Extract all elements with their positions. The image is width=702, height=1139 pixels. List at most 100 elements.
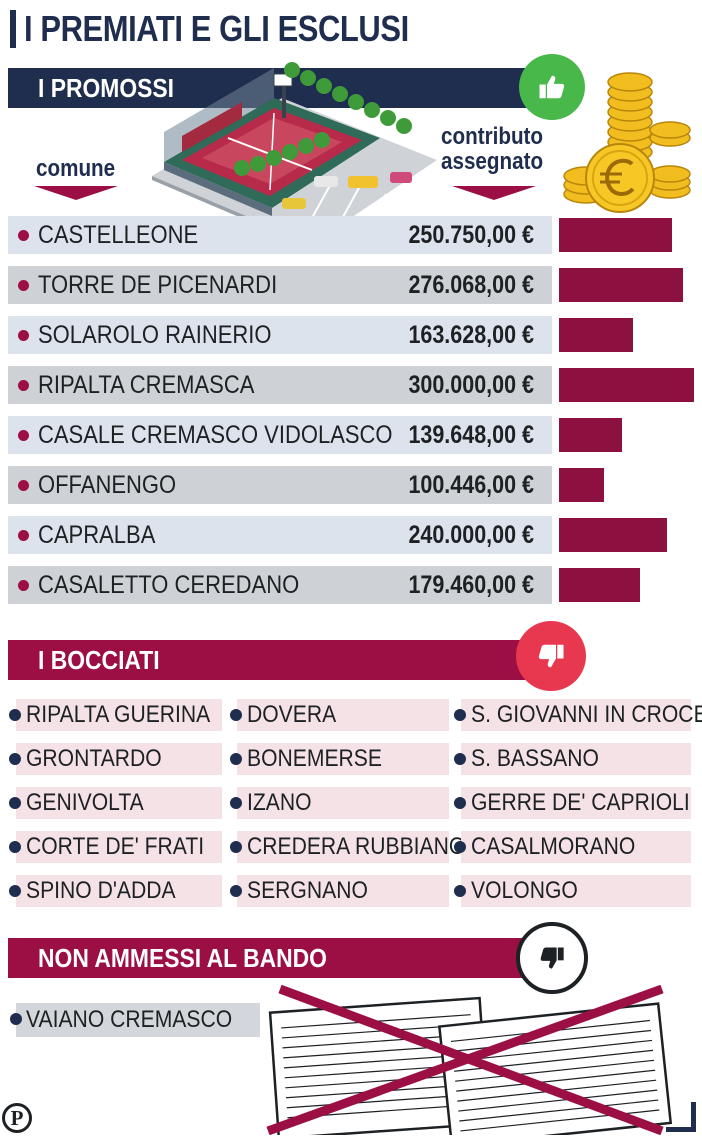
bocciati-name: SERGNANO xyxy=(247,877,368,904)
bullet-dot xyxy=(18,530,29,541)
bullet-dot xyxy=(9,753,21,765)
bocciati-item: SERGNANO xyxy=(230,875,449,907)
thumbs-down-icon xyxy=(538,644,564,668)
comune-name: CAPRALBA xyxy=(38,521,156,549)
bocciati-item: VOLONGO xyxy=(454,875,691,907)
bocciati-banner: I BOCCIATI xyxy=(8,640,538,680)
promossi-row: CASALE CREMASCO VIDOLASCO 139.648,00 € xyxy=(8,416,552,454)
bullet-dot xyxy=(454,709,466,721)
bullet-dot xyxy=(230,797,242,809)
publisher-logo-icon: P xyxy=(2,1103,32,1133)
bullet-dot xyxy=(230,885,242,897)
bocciati-name: CREDERA RUBBIANO xyxy=(247,833,466,860)
bocciati-name: VOLONGO xyxy=(471,877,578,904)
promossi-row: CASALETTO CEREDANO 179.460,00 € xyxy=(8,566,552,604)
non-ammessi-item: VAIANO CREMASCO xyxy=(10,1003,260,1037)
promossi-heading: I PROMOSSI xyxy=(38,73,175,103)
contributo-amount: 300.000,00 € xyxy=(408,371,534,399)
comune-name: CASALE CREMASCO VIDOLASCO xyxy=(38,421,393,449)
promossi-row: OFFANENGO 100.446,00 € xyxy=(8,466,552,504)
bullet-dot xyxy=(18,480,29,491)
bullet-dot xyxy=(230,709,242,721)
bullet-dot xyxy=(9,709,21,721)
bullet-dot xyxy=(18,230,29,241)
promossi-row: RIPALTA CREMASCA 300.000,00 € xyxy=(8,366,552,404)
corner-mark xyxy=(666,1102,696,1132)
bocciati-heading: I BOCCIATI xyxy=(38,645,160,675)
contributo-amount: 100.446,00 € xyxy=(408,471,534,499)
contributo-arrow xyxy=(452,186,536,200)
non-ammessi-name: VAIANO CREMASCO xyxy=(26,1006,233,1033)
bar-casale-cremasco-vidolasco xyxy=(559,418,622,452)
bocciati-name: S. BASSANO xyxy=(471,745,599,772)
bocciati-item: GRONTARDO xyxy=(9,743,222,775)
bocciati-name: IZANO xyxy=(247,789,312,816)
bocciati-item: GERRE DE' CAPRIOLI xyxy=(454,787,691,819)
bocciati-name: BONEMERSE xyxy=(247,745,382,772)
promossi-row: CAPRALBA 240.000,00 € xyxy=(8,516,552,554)
bullet-dot xyxy=(454,753,466,765)
bullet-dot xyxy=(454,797,466,809)
bocciati-item: S. BASSANO xyxy=(454,743,691,775)
contributo-amount: 240.000,00 € xyxy=(408,521,534,549)
bullet-dot xyxy=(18,580,29,591)
bar-capralba xyxy=(559,518,667,552)
bocciati-name: SPINO D'ADDA xyxy=(26,877,176,904)
bullet-dot xyxy=(454,841,466,853)
bullet-dot xyxy=(18,380,29,391)
bullet-dot xyxy=(18,330,29,341)
bocciati-item: SPINO D'ADDA xyxy=(9,875,222,907)
contributo-amount: 276.068,00 € xyxy=(408,271,534,299)
bullet-dot xyxy=(230,841,242,853)
bullet-dot xyxy=(454,885,466,897)
bocciati-item: RIPALTA GUERINA xyxy=(9,699,222,731)
bocciati-name: S. GIOVANNI IN CROCE xyxy=(471,701,702,728)
bocciati-name: DOVERA xyxy=(247,701,337,728)
crossed-documents-icon xyxy=(266,985,673,1135)
comune-name: TORRE DE PICENARDI xyxy=(38,271,278,299)
bocciati-name: GERRE DE' CAPRIOLI xyxy=(471,789,690,816)
bar-ripalta-cremasca xyxy=(559,368,694,402)
bocciati-item: CREDERA RUBBIANO xyxy=(230,831,465,863)
bocciati-name: GENIVOLTA xyxy=(26,789,144,816)
bullet-dot xyxy=(18,430,29,441)
bocciati-item: DOVERA xyxy=(230,699,449,731)
bullet-dot xyxy=(9,797,21,809)
comune-name: RIPALTA CREMASCA xyxy=(38,371,255,399)
bullet-dot xyxy=(9,885,21,897)
comune-name: CASTELLEONE xyxy=(38,221,199,249)
comune-name: OFFANENGO xyxy=(38,471,177,499)
comune-arrow xyxy=(34,186,118,200)
promossi-row: CASTELLEONE 250.750,00 € xyxy=(8,216,552,254)
col-label-comune: comune xyxy=(36,155,116,182)
bocciati-item: GENIVOLTA xyxy=(9,787,222,819)
bocciati-item: S. GIOVANNI IN CROCE xyxy=(454,699,702,731)
thumbs-up-badge xyxy=(519,54,585,120)
non-ammessi-banner: NON AMMESSI AL BANDO xyxy=(8,938,538,978)
page-title: I PREMIATI E GLI ESCLUSI xyxy=(24,8,409,49)
bullet-dot xyxy=(230,753,242,765)
promossi-row: SOLAROLO RAINERIO 163.628,00 € xyxy=(8,316,552,354)
bar-offanengo xyxy=(559,468,604,502)
thumbs-up-icon xyxy=(539,75,565,99)
sports-field-icon xyxy=(152,62,437,248)
promossi-row: TORRE DE PICENARDI 276.068,00 € xyxy=(8,266,552,304)
bocciati-name: CORTE DE' FRATI xyxy=(26,833,205,860)
bullet-dot xyxy=(9,841,21,853)
bullet-dot xyxy=(18,280,29,291)
contributo-amount: 250.750,00 € xyxy=(408,221,534,249)
bar-solarolo-rainerio xyxy=(559,318,633,352)
bullet-dot xyxy=(10,1013,22,1025)
non-ammessi-heading: NON AMMESSI AL BANDO xyxy=(38,943,327,973)
bar-casaletto-ceredano xyxy=(559,568,640,602)
bocciati-item: CASALMORANO xyxy=(454,831,691,863)
contributo-amount: 179.460,00 € xyxy=(408,571,534,599)
bocciati-item: IZANO xyxy=(230,787,449,819)
bar-castelleone xyxy=(559,218,672,252)
comune-name: SOLAROLO RAINERIO xyxy=(38,321,272,349)
thumbs-down-icon xyxy=(540,947,564,969)
contributo-amount: 163.628,00 € xyxy=(408,321,534,349)
euro-coins-icon xyxy=(563,72,691,213)
col-label-assegnato: assegnato xyxy=(441,148,544,175)
bocciati-name: GRONTARDO xyxy=(26,745,162,772)
